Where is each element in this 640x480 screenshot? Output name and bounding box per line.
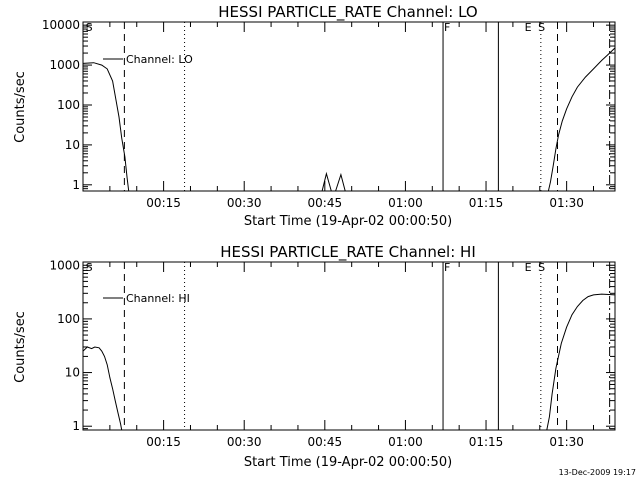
y-tick-label-lo: 10 <box>65 138 80 152</box>
y-tick-label-hi: 100 <box>57 312 80 326</box>
x-axis-label-lo: Start Time (19-Apr-02 00:00:50) <box>244 214 452 229</box>
y-tick-label-lo: 1000 <box>49 58 80 72</box>
y-ticks-lo: 1 10 100 1000 10000 <box>42 18 615 192</box>
x-tick-label-hi: 01:30 <box>549 435 584 449</box>
time-markers-lo <box>123 22 611 191</box>
y-axis-label-lo: Counts/sec <box>13 71 28 143</box>
x-tick-label-hi: 01:00 <box>388 435 423 449</box>
legend-label-lo: Channel: LO <box>126 53 193 66</box>
x-ticks-hi: 00:15 00:30 00:45 01:00 01:15 01:30 <box>109 262 595 449</box>
x-axis-label-hi: Start Time (19-Apr-02 00:00:50) <box>244 455 452 470</box>
series-line-lo-segment-4 <box>547 43 616 192</box>
footer-timestamp: 13-Dec-2009 19:17 <box>559 468 636 477</box>
legend-hi: Channel: HI <box>103 292 190 305</box>
flag-label-s-hi: S <box>538 261 545 274</box>
y-tick-label-lo: 100 <box>57 98 80 112</box>
series-line-lo-segment-1 <box>82 62 130 192</box>
flag-label-s-hi: S <box>86 261 93 274</box>
chart-title-hi: HESSI PARTICLE_RATE Channel: HI <box>220 243 476 262</box>
y-tick-label-lo: 10000 <box>42 18 80 32</box>
flag-label-s-lo: S <box>538 21 545 34</box>
series-line-lo-segment-2 <box>321 171 332 192</box>
x-tick-label-hi: 00:30 <box>227 435 262 449</box>
y-tick-label-hi: 1000 <box>49 258 80 272</box>
legend-label-hi: Channel: HI <box>126 292 190 305</box>
series-line-hi-segment-1 <box>82 346 123 431</box>
y-tick-label-lo: 1 <box>72 178 80 192</box>
series-line-hi-segment-2 <box>546 293 616 431</box>
x-tick-label-lo: 00:15 <box>146 196 181 210</box>
y-ticks-hi: 1 10 100 1000 <box>49 258 615 433</box>
flag-label-e-lo: E <box>525 21 532 34</box>
y-axis-label-hi: Counts/sec <box>13 311 28 383</box>
x-tick-label-hi: 00:45 <box>308 435 343 449</box>
series-line-lo-segment-3 <box>335 172 346 192</box>
series-lo <box>82 43 616 192</box>
plot-frame-lo <box>82 21 616 192</box>
x-tick-label-hi: 01:15 <box>469 435 504 449</box>
y-tick-label-hi: 1 <box>72 419 80 433</box>
x-ticks-lo: 00:15 00:30 00:45 01:00 01:15 01:30 <box>109 22 595 210</box>
flag-label-f-hi: F <box>444 261 450 274</box>
x-tick-label-lo: 01:15 <box>469 196 504 210</box>
x-tick-label-lo: 01:00 <box>388 196 423 210</box>
flag-label-s-lo: S <box>86 21 93 34</box>
legend-lo: Channel: LO <box>103 53 193 66</box>
x-tick-label-lo: 00:30 <box>227 196 262 210</box>
plot-frame-hi <box>82 261 616 431</box>
y-tick-label-hi: 10 <box>65 366 80 380</box>
series-hi <box>82 293 616 431</box>
x-tick-label-lo: 00:45 <box>308 196 343 210</box>
chart-title-lo: HESSI PARTICLE_RATE Channel: LO <box>218 3 477 22</box>
x-tick-label-lo: 01:30 <box>549 196 584 210</box>
time-markers-hi <box>123 262 611 430</box>
flag-label-e-hi: E <box>525 261 532 274</box>
flag-label-f-lo: F <box>444 21 450 34</box>
x-tick-label-hi: 00:15 <box>146 435 181 449</box>
